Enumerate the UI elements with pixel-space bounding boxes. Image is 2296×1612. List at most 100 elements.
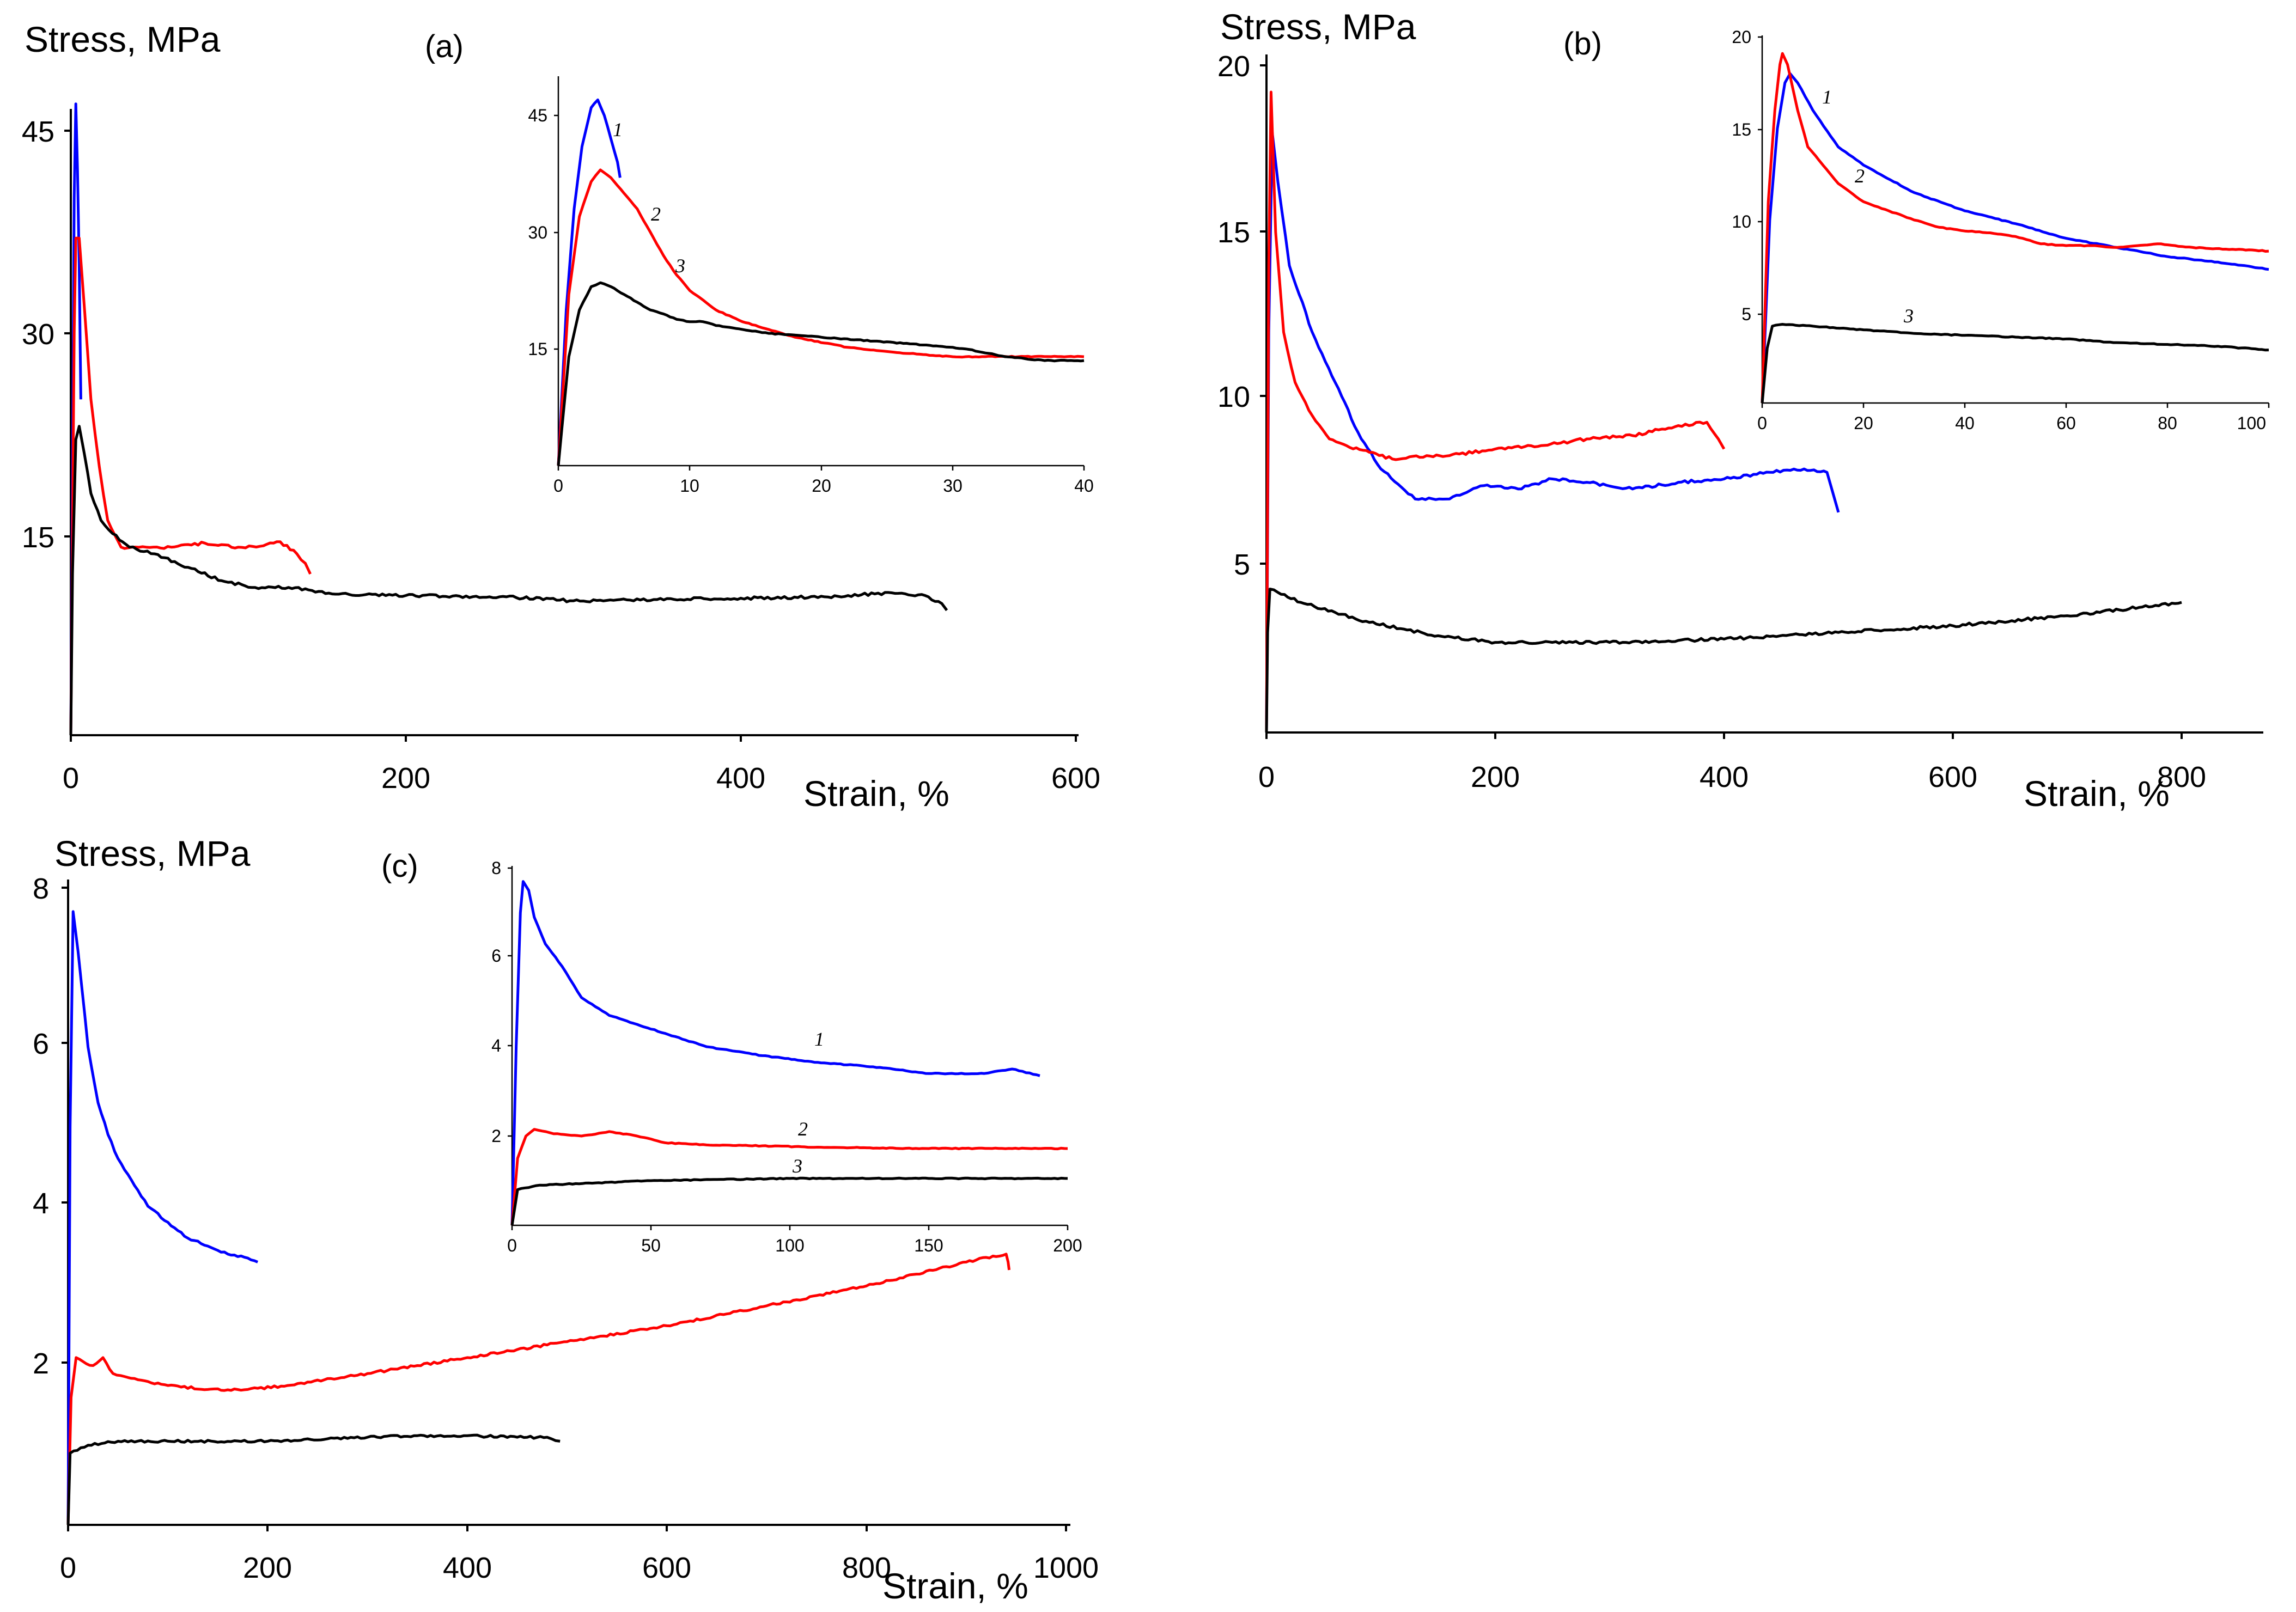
panel-b-x-tick-label: 400: [1700, 761, 1749, 793]
panel-b-inset-y-ticks: 5 10 15 20: [1732, 27, 1762, 324]
panel-b-label: (b): [1563, 26, 1602, 62]
panel-b-inset-x-tick-label: 20: [1854, 413, 1873, 433]
panel-b-x-tick-label: 600: [1928, 761, 1977, 793]
panel-b-y-tick-label: 15: [1217, 216, 1250, 249]
panel-a-inset-x-tick-label: 0: [553, 476, 563, 496]
panel-b-inset-y-tick-label: 10: [1732, 212, 1751, 231]
panel-c-inset-x-tick-label: 100: [775, 1236, 804, 1255]
panel-b-series: [1265, 90, 2182, 733]
panel-a-y-axis-title: Stress, MPa: [25, 19, 221, 59]
panel-c-inset-chart: 2 4 6 8 0 50 100 150 200 1 2 3: [491, 858, 1082, 1255]
panel-b-inset-curve-label-3: 3: [1903, 305, 1914, 327]
panel-b-inset-axes: [1761, 35, 2269, 404]
panel-c-y-axis-title: Stress, MPa: [54, 833, 251, 874]
panel-a-inset-axes: [557, 76, 1084, 467]
panel-c-inset-curve-label-2: 2: [798, 1118, 808, 1140]
panel-b-main-chart: Stress, MPa (b) 5 10 15 20 0 200 400 600…: [1217, 7, 2263, 814]
panel-a-x-tick-label: 0: [63, 762, 79, 795]
panel-b-inset-series: [1761, 52, 2269, 404]
panel-c-inset-curve-1: [510, 880, 1040, 1226]
panel-c-y-tick-label: 4: [33, 1187, 49, 1220]
panel-b-x-tick-label: 200: [1471, 761, 1520, 793]
panel-a-inset-x-tick-label: 20: [812, 476, 831, 496]
panel-a-inset-curve-3: [557, 281, 1085, 466]
panel-c-main-chart: Stress, MPa (c) 2 4 6 8 0 200 400 600 80…: [33, 833, 1099, 1606]
panel-a-inset-curve-label-2: 2: [651, 203, 661, 225]
panel-c-inset-x-tick-label: 150: [914, 1236, 943, 1255]
panel-b-x-tick-label: 800: [2157, 761, 2206, 793]
panel-a-inset-y-tick-label: 45: [528, 106, 547, 125]
panel-b-x-tick-label: 0: [1258, 761, 1275, 793]
panel-b-y-tick-label: 20: [1217, 50, 1250, 83]
panel-a-inset-curve-2: [557, 168, 1085, 466]
panel-c-y-tick-label: 8: [33, 872, 49, 905]
panel-b-inset-x-tick-label: 60: [2056, 413, 2076, 433]
panel-a-y-tick-label: 45: [22, 115, 54, 148]
panel-b-y-tick-label: 10: [1217, 381, 1250, 413]
panel-b-curve-2: [1265, 90, 1726, 733]
panel-a-inset-series: [557, 98, 1085, 466]
panel-a-inset-y-tick-label: 15: [528, 339, 547, 359]
panel-a-curve-2: [69, 236, 312, 736]
panel-b-inset-x-tick-label: 80: [2158, 413, 2177, 433]
panel-b-inset-chart: 5 10 15 20 0 20 40 60 80 100 1 2 3: [1732, 27, 2270, 433]
panel-c-x-tick-label: 200: [243, 1552, 292, 1584]
panel-a-series: [69, 102, 948, 736]
panel-a-x-axis-title: Strain, %: [803, 773, 949, 814]
panel-c-y-ticks: 2 4 6 8: [33, 872, 68, 1380]
panel-a-inset-y-tick-label: 30: [528, 223, 547, 242]
panel-c-inset-y-tick-label: 2: [491, 1126, 501, 1146]
panel-c-x-tick-label: 400: [443, 1552, 492, 1584]
panel-c-curve-3: [66, 1433, 561, 1525]
panel-c-y-tick-label: 2: [33, 1347, 49, 1380]
panel-a-y-ticks: 15 30 45: [22, 115, 71, 554]
panel-a-inset-x-ticks: 0 10 20 30 40: [553, 466, 1094, 496]
panel-c-inset-x-tick-label: 200: [1053, 1236, 1082, 1255]
panel-a-curve-3: [69, 425, 948, 736]
panel-b-inset-curve-1: [1761, 72, 2269, 404]
panel-a-y-tick-label: 15: [22, 521, 54, 554]
panel-c-x-tick-label: 0: [60, 1552, 76, 1584]
panel-c-x-tick-label: 800: [842, 1552, 891, 1584]
panel-c-inset-y-tick-label: 4: [491, 1036, 501, 1055]
panel-b-x-ticks: 0 200 400 600 800: [1258, 732, 2206, 793]
panel-b-inset-y-tick-label: 20: [1732, 27, 1751, 47]
panel-c-inset-axes: [511, 866, 1068, 1226]
panel-b-y-axis-title: Stress, MPa: [1220, 7, 1416, 47]
panel-a-x-tick-label: 400: [716, 762, 765, 795]
panel-c-inset-x-tick-label: 50: [641, 1236, 661, 1255]
panel-a-inset-x-tick-label: 40: [1074, 476, 1094, 496]
panel-c-curve-2: [66, 1253, 1011, 1525]
panel-a-inset-curve-label-3: 3: [675, 255, 685, 277]
panel-b-inset-curve-2: [1761, 52, 2269, 404]
panel-a-y-tick-label: 30: [22, 318, 54, 351]
panel-a-label: (a): [425, 29, 464, 64]
panel-c-inset-curve-3: [510, 1176, 1068, 1226]
panel-c-x-tick-label: 600: [642, 1552, 691, 1584]
panel-b-x-axis-title: Strain, %: [2024, 773, 2170, 814]
panel-c-inset-x-tick-label: 0: [507, 1236, 517, 1255]
panel-a-main-chart: Stress, MPa (a) 15 30 45 0 200 400 600 S…: [22, 19, 1100, 814]
panel-b-curve-3: [1265, 588, 2182, 733]
panel-a-inset-y-ticks: 15 30 45: [528, 106, 558, 359]
panel-a-inset-chart: 15 30 45 0 10 20 30 40 1 2 3: [528, 76, 1094, 496]
panel-b-inset-x-ticks: 0 20 40 60 80 100: [1757, 403, 2270, 433]
panel-b-inset-curve-label-2: 2: [1855, 165, 1865, 187]
panel-a-x-ticks: 0 200 400 600: [63, 735, 1100, 795]
panel-b-inset-y-tick-label: 5: [1741, 304, 1751, 324]
panel-c-series: [66, 910, 1011, 1525]
panel-c-inset-y-tick-label: 6: [491, 946, 501, 966]
panel-b-y-ticks: 5 10 15 20: [1217, 50, 1266, 581]
panel-a-x-tick-label: 600: [1051, 762, 1100, 795]
panel-c-curve-1: [66, 910, 259, 1525]
panel-b-inset-curve-3: [1761, 323, 2269, 404]
panel-c-inset-y-tick-label: 8: [491, 858, 501, 878]
panel-a-inset-curve-label-1: 1: [613, 119, 623, 141]
panel-a-inset-x-tick-label: 30: [943, 476, 963, 496]
panel-b-y-tick-label: 5: [1234, 548, 1250, 581]
panel-c-inset-curve-label-3: 3: [792, 1155, 802, 1177]
panel-c-inset-series: [510, 880, 1068, 1226]
panel-c-inset-y-ticks: 2 4 6 8: [491, 858, 512, 1146]
panel-a-inset-x-tick-label: 10: [680, 476, 699, 496]
